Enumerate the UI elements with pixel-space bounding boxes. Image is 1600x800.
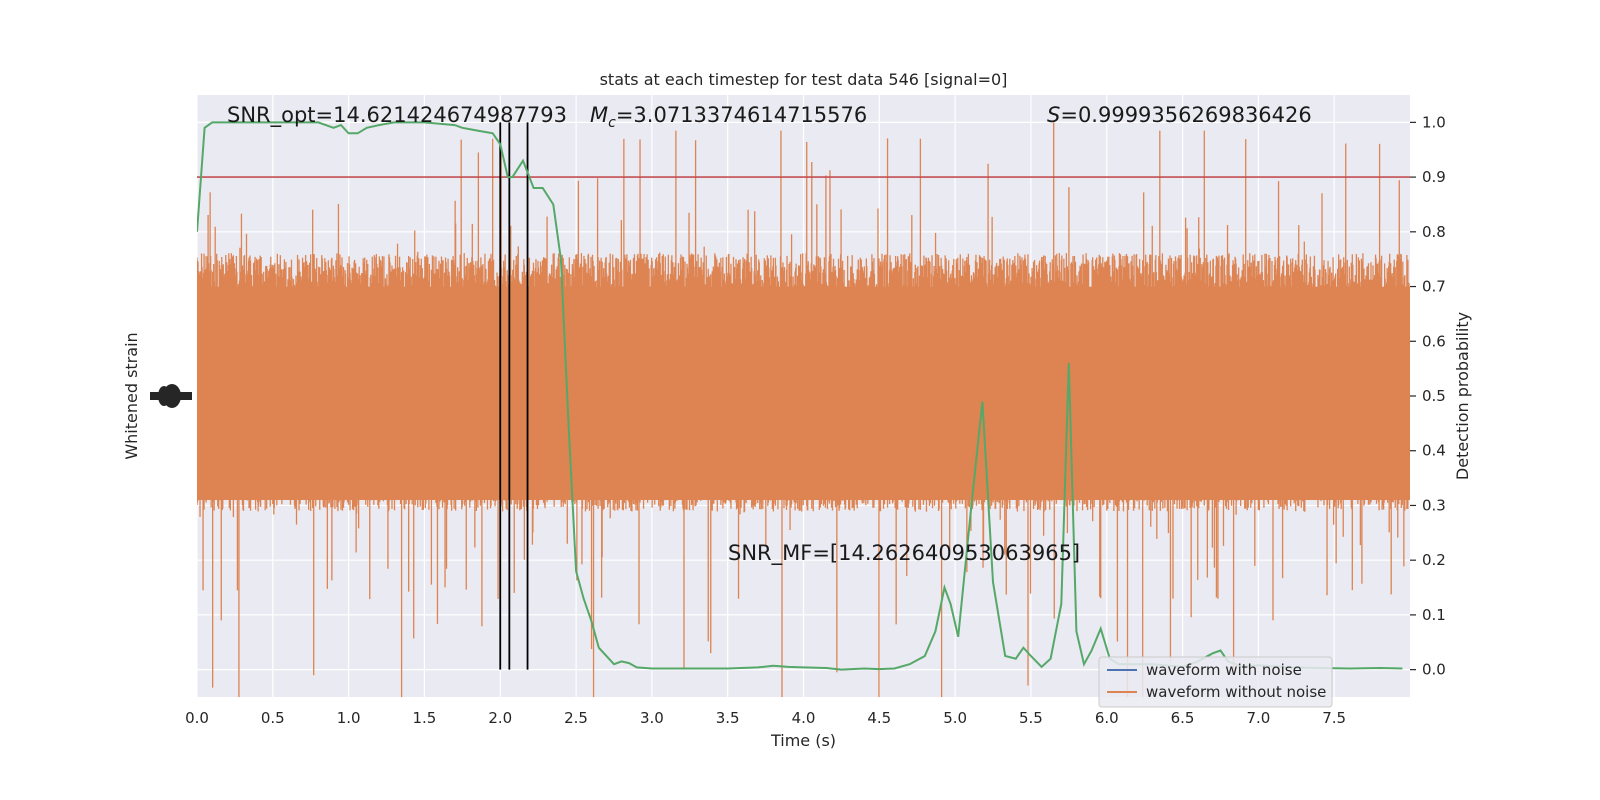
x-tick-label: 7.5 <box>1322 709 1346 727</box>
x-tick-label: 5.5 <box>1019 709 1043 727</box>
chirp-mass-annotation: Mc=3.0713374614715576 <box>590 103 867 131</box>
x-tick-label: 4.5 <box>867 709 891 727</box>
x-tick-label: 7.0 <box>1246 709 1270 727</box>
y-right-axis-label: Detection probability <box>1453 312 1472 480</box>
s-annotation: S=0.9999356269836426 <box>1047 103 1312 127</box>
legend-label-with-noise: waveform with noise <box>1146 661 1302 679</box>
waveform-without-noise-series <box>197 122 1410 697</box>
y-right-tick-label: 0.0 <box>1422 661 1446 679</box>
legend-box <box>1098 656 1333 708</box>
mc-value: =3.0713374614715576 <box>616 103 867 127</box>
y-right-tick-label: 0.3 <box>1422 496 1446 514</box>
y-right-tick-label: 0.9 <box>1422 168 1446 186</box>
x-tick-label: 1.0 <box>337 709 361 727</box>
x-tick-label: 6.0 <box>1095 709 1119 727</box>
mc-subscript: c <box>608 115 616 131</box>
y-right-tick-label: 0.5 <box>1422 387 1446 405</box>
x-tick-label: 2.5 <box>564 709 588 727</box>
x-tick-label: 1.5 <box>413 709 437 727</box>
x-tick-label: 3.5 <box>716 709 740 727</box>
x-tick-label: 4.0 <box>792 709 816 727</box>
x-tick-label: 0.0 <box>185 709 209 727</box>
y-right-tick-label: 1.0 <box>1422 113 1446 131</box>
waveform-without-noise-line <box>197 122 1410 697</box>
x-tick-label: 3.0 <box>640 709 664 727</box>
y-left-axis-label: Whitened strain <box>122 332 141 459</box>
y-right-tick-label: 0.8 <box>1422 223 1446 241</box>
snr-opt-annotation: SNR_opt=14.621424674987793 <box>227 103 567 128</box>
x-axis-label: Time (s) <box>770 731 836 750</box>
x-tick-label: 2.0 <box>488 709 512 727</box>
y-right-tick-label: 0.2 <box>1422 551 1446 569</box>
x-tick-label: 0.5 <box>261 709 285 727</box>
y-right-tick-label: 0.4 <box>1422 442 1446 460</box>
vertical-markers <box>499 122 529 670</box>
x-tick-label: 6.5 <box>1171 709 1195 727</box>
y-right-tick-label: 0.1 <box>1422 606 1446 624</box>
s-symbol: S <box>1047 103 1060 127</box>
chart-title: stats at each timestep for test data 546… <box>600 70 1008 89</box>
left-axis-tick-marker <box>150 384 192 408</box>
y-right-tick-label: 0.7 <box>1422 278 1446 296</box>
legend-label-without-noise: waveform without noise <box>1146 683 1326 701</box>
y-right-tick-label: 0.6 <box>1422 332 1446 350</box>
legend: waveform with noise waveform without noi… <box>1098 656 1333 708</box>
snr-mf-annotation: SNR_MF=[14.262640953063965] <box>728 541 1080 566</box>
s-value: =0.9999356269836426 <box>1060 103 1311 127</box>
mc-symbol: M <box>590 103 608 127</box>
x-tick-label: 5.0 <box>943 709 967 727</box>
x-axis-ticks: 0.0 0.5 1.0 1.5 2.0 2.5 3.0 3.5 4.0 4.5 5.0 5.5 6.0 6… <box>185 709 1346 727</box>
y-right-axis-ticks: 0.0 0.1 0.2 0.3 0.4 0.5 0.6 0.7 0.8 0.9 1.0 <box>1410 113 1446 679</box>
left-tick-blob <box>158 386 170 406</box>
